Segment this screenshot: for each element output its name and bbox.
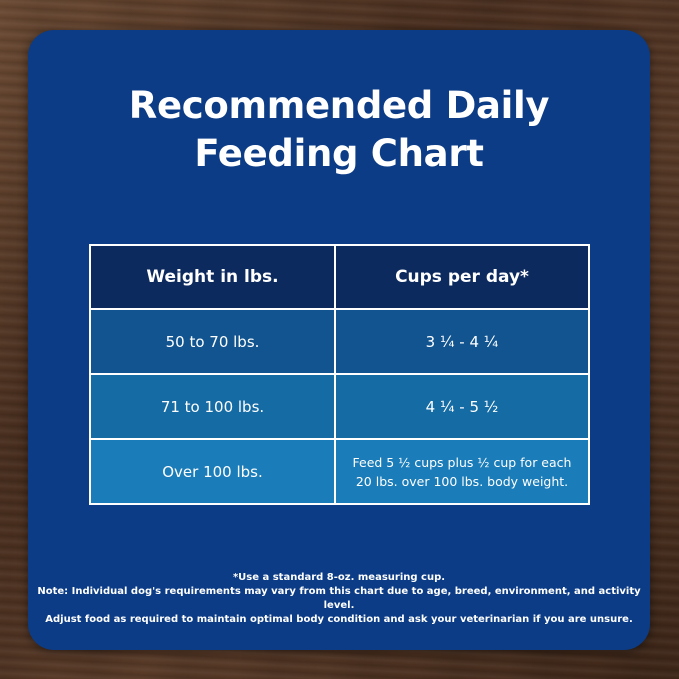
title-line-2: Feeding Chart: [194, 132, 484, 175]
footnote-individual-requirements: Note: Individual dog's requirements may …: [37, 586, 641, 611]
title-line-1: Recommended Daily: [128, 84, 550, 127]
header-cups: Cups per day*: [395, 267, 529, 287]
cups-cell: 4 ¼ - 5 ½: [425, 397, 499, 416]
table-row: Over 100 lbs. Feed 5 ½ cups plus ½ cup f…: [91, 438, 588, 503]
header-weight: Weight in lbs.: [91, 246, 336, 308]
cups-cell: 3 ¼ - 4 ¼: [425, 332, 499, 351]
table-row: 71 to 100 lbs. 4 ¼ - 5 ½: [91, 373, 588, 438]
footnotes: *Use a standard 8-oz. measuring cup. Not…: [28, 571, 650, 627]
table-header-row: Weight in lbs. Cups per day*: [91, 246, 588, 308]
chart-title: Recommended Daily Feeding Chart: [28, 82, 650, 178]
footnote-adjust-food: Adjust food as required to maintain opti…: [45, 614, 633, 625]
cups-cell: Feed 5 ½ cups plus ½ cup for each 20 lbs…: [352, 454, 572, 489]
footnote-measuring-cup: *Use a standard 8-oz. measuring cup.: [232, 572, 446, 583]
weight-cell: Over 100 lbs.: [91, 440, 336, 503]
weight-cell: 50 to 70 lbs.: [91, 310, 336, 373]
feeding-table: Weight in lbs. Cups per day* 50 to 70 lb…: [89, 244, 590, 505]
table-row: 50 to 70 lbs. 3 ¼ - 4 ¼: [91, 308, 588, 373]
weight-cell: 71 to 100 lbs.: [91, 375, 336, 438]
feeding-chart-card: Recommended Daily Feeding Chart Weight i…: [28, 30, 650, 650]
